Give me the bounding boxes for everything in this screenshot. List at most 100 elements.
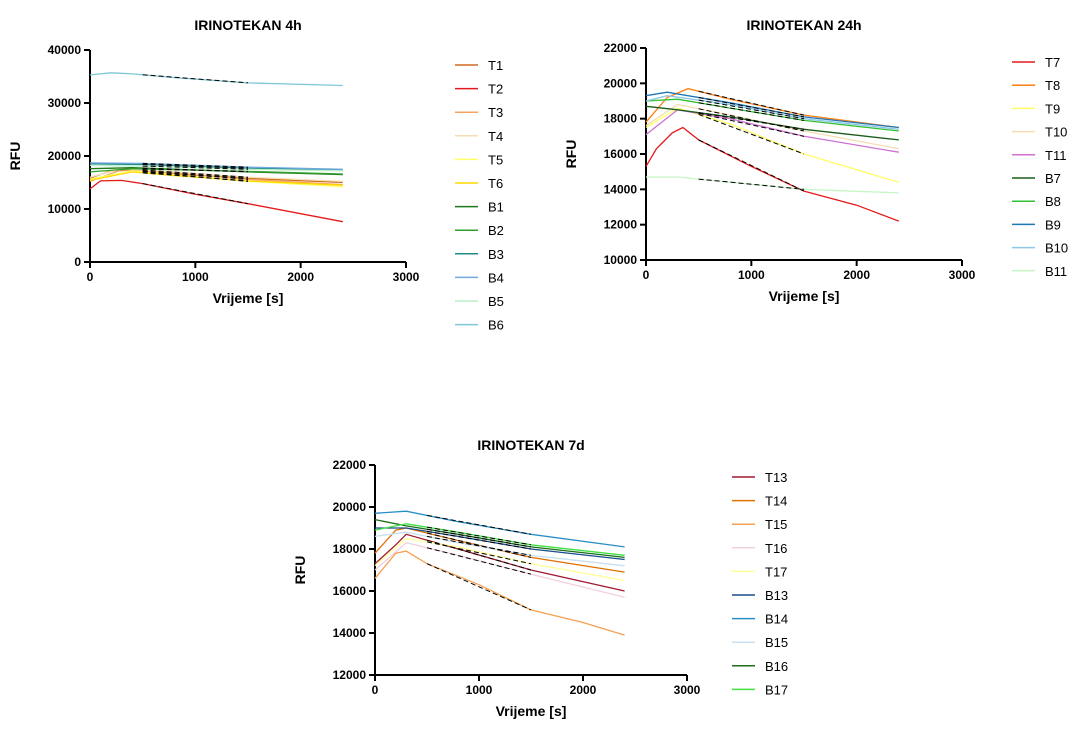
fit-line-t3 (142, 170, 249, 180)
series-line-b6 (89, 72, 343, 87)
chart-2: IRINOTEKAN 24h10000120001400016000180002… (563, 17, 1068, 304)
fit-line-b13 (426, 530, 532, 550)
fit-line-b5 (142, 165, 249, 170)
fit-line-t10 (698, 108, 805, 132)
legend-label-b9: B9 (1045, 217, 1061, 232)
y-tick-label: 22000 (333, 458, 367, 472)
fit-line-b8 (698, 102, 805, 121)
series-line-t15 (374, 550, 625, 636)
legend-label-t16: T16 (765, 541, 787, 556)
legend-label-b1: B1 (488, 200, 504, 215)
fit-line-b14 (426, 514, 532, 535)
series-line-t17 (374, 537, 625, 582)
y-tick-label: 20000 (333, 500, 367, 514)
series-line-t6 (89, 171, 343, 186)
series-line-t5 (89, 170, 343, 188)
y-tick-label: 22000 (604, 41, 638, 55)
x-tick-label: 2000 (570, 683, 597, 697)
chart-title: IRINOTEKAN 7d (477, 437, 584, 453)
x-tick-label: 3000 (393, 270, 420, 284)
y-tick-label: 20000 (48, 149, 82, 163)
fit-line-b4 (142, 162, 249, 168)
y-tick-label: 12000 (604, 218, 638, 232)
y-tick-label: 14000 (604, 182, 638, 196)
y-tick-label: 16000 (333, 584, 367, 598)
x-axis-label: Vrijeme [s] (769, 288, 840, 304)
series-line-b11 (646, 176, 899, 194)
x-axis-label: Vrijeme [s] (213, 290, 284, 306)
y-tick-label: 20000 (604, 76, 638, 90)
legend-label-t4: T4 (488, 129, 503, 144)
fit-line-b17 (426, 526, 532, 546)
y-tick-label: 16000 (604, 147, 638, 161)
fit-line-t11 (698, 112, 805, 137)
fit-line-t9 (698, 113, 805, 155)
y-axis-label: RFU (7, 142, 23, 171)
series-line-t4 (89, 168, 343, 183)
x-tick-label: 1000 (738, 268, 765, 282)
fit-line-b15 (426, 535, 532, 556)
y-tick-label: 14000 (333, 626, 367, 640)
y-tick-label: 30000 (48, 96, 82, 110)
legend-label-b8: B8 (1045, 194, 1061, 209)
x-tick-label: 3000 (674, 683, 701, 697)
fit-line-b16 (426, 528, 532, 548)
series-line-b7 (645, 105, 899, 141)
y-tick-label: 10000 (48, 202, 82, 216)
fit-line-t2 (142, 183, 249, 205)
fit-line-t4 (142, 169, 249, 178)
legend-label-b6: B6 (488, 318, 504, 333)
fit-line-t17 (426, 541, 532, 565)
x-tick-label: 0 (643, 268, 650, 282)
legend-label-t15: T15 (765, 517, 787, 532)
chart-title: IRINOTEKAN 24h (746, 17, 861, 33)
series-line-b10 (645, 95, 899, 130)
series-line-t13 (374, 533, 625, 592)
legend-label-b3: B3 (488, 247, 504, 262)
x-tick-label: 2000 (843, 268, 870, 282)
fit-line-t15 (426, 563, 532, 611)
legend-label-t11: T11 (1045, 148, 1066, 163)
y-tick-label: 18000 (333, 542, 367, 556)
fit-line-b10 (698, 99, 805, 120)
legend-label-b5: B5 (488, 294, 504, 309)
legend-label-b11: B11 (1045, 264, 1067, 279)
series-line-t2 (89, 179, 343, 223)
x-tick-label: 1000 (182, 270, 209, 284)
fit-line-b11 (698, 178, 805, 190)
x-tick-label: 2000 (287, 270, 314, 284)
x-tick-label: 1000 (466, 683, 493, 697)
x-tick-label: 0 (87, 270, 94, 284)
legend-label-t8: T8 (1045, 78, 1060, 93)
chart-1: IRINOTEKAN 4h 0 10000 20000 30000 40000 0 1000 2… (7, 17, 504, 333)
legend-label-b2: B2 (488, 223, 504, 238)
y-tick-label: 10000 (604, 253, 638, 267)
fit-line-b6 (142, 74, 249, 84)
legend-label-t1: T1 (488, 58, 503, 73)
fit-line-b7 (698, 112, 805, 130)
legend-label-t7: T7 (1045, 55, 1060, 70)
legend-label-b14: B14 (765, 612, 788, 627)
legend-label-t6: T6 (488, 176, 503, 191)
y-tick-label: 40000 (48, 43, 82, 57)
series-line-t9 (645, 107, 899, 183)
legend-label-b4: B4 (488, 270, 504, 285)
y-tick-label: 0 (74, 255, 81, 269)
chart-3: IRINOTEKAN 7d120001400016000180002000022… (292, 437, 788, 719)
series-line-b13 (375, 527, 625, 561)
legend-label-t13: T13 (765, 470, 787, 485)
legend-label-t14: T14 (765, 494, 787, 509)
series-line-b14 (374, 510, 625, 548)
legend-label-b17: B17 (765, 682, 788, 697)
x-axis-label: Vrijeme [s] (496, 703, 567, 719)
x-tick-label: 3000 (949, 268, 976, 282)
legend-label-b16: B16 (765, 659, 788, 674)
fit-line-b9 (698, 96, 805, 118)
fit-line-t7 (698, 139, 805, 192)
series-line-b17 (374, 523, 625, 556)
chart-title: IRINOTEKAN 4h (194, 17, 301, 33)
fit-line-t16 (426, 547, 532, 575)
y-tick-label: 18000 (604, 112, 638, 126)
legend-label-b7: B7 (1045, 171, 1061, 186)
